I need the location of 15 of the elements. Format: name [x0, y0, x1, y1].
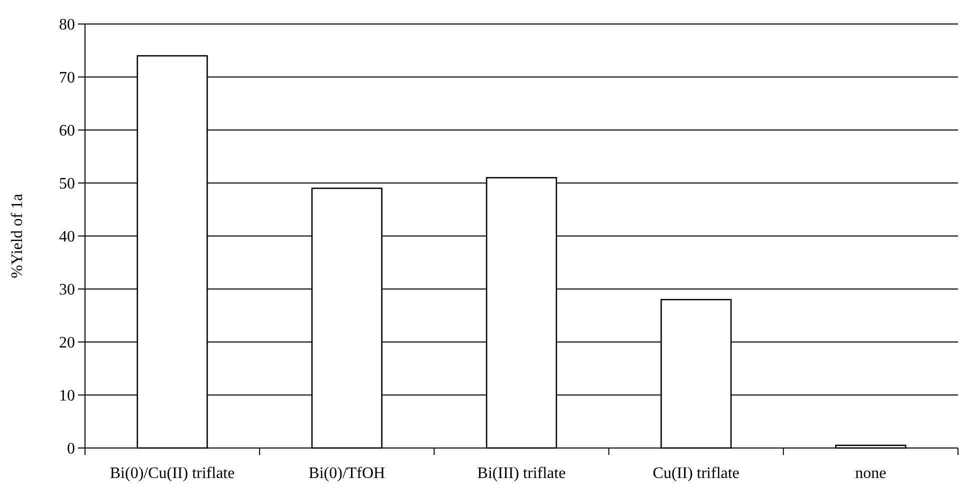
y-tick-label: 10 [59, 388, 75, 405]
y-tick-label: 30 [59, 282, 75, 299]
x-tick-label: Cu(II) triflate [652, 465, 740, 482]
y-tick-label: 0 [67, 440, 75, 458]
y-tick-label: 80 [59, 16, 75, 34]
y-tick-label: 70 [59, 70, 75, 87]
x-tick-label: none [855, 465, 886, 482]
x-tick-label: Bi(0)/Cu(II) triflate [110, 465, 235, 482]
y-tick-label: 60 [59, 122, 75, 140]
x-tick-label: Bi(0)/TfOH [308, 465, 386, 482]
y-tick-label: 40 [59, 228, 75, 246]
y-tick-label: 50 [59, 176, 75, 193]
y-tick-label: 20 [59, 334, 75, 352]
x-tick-label: Bi(III) triflate [477, 465, 566, 482]
y-axis-title: %Yield of 1a [9, 194, 26, 278]
